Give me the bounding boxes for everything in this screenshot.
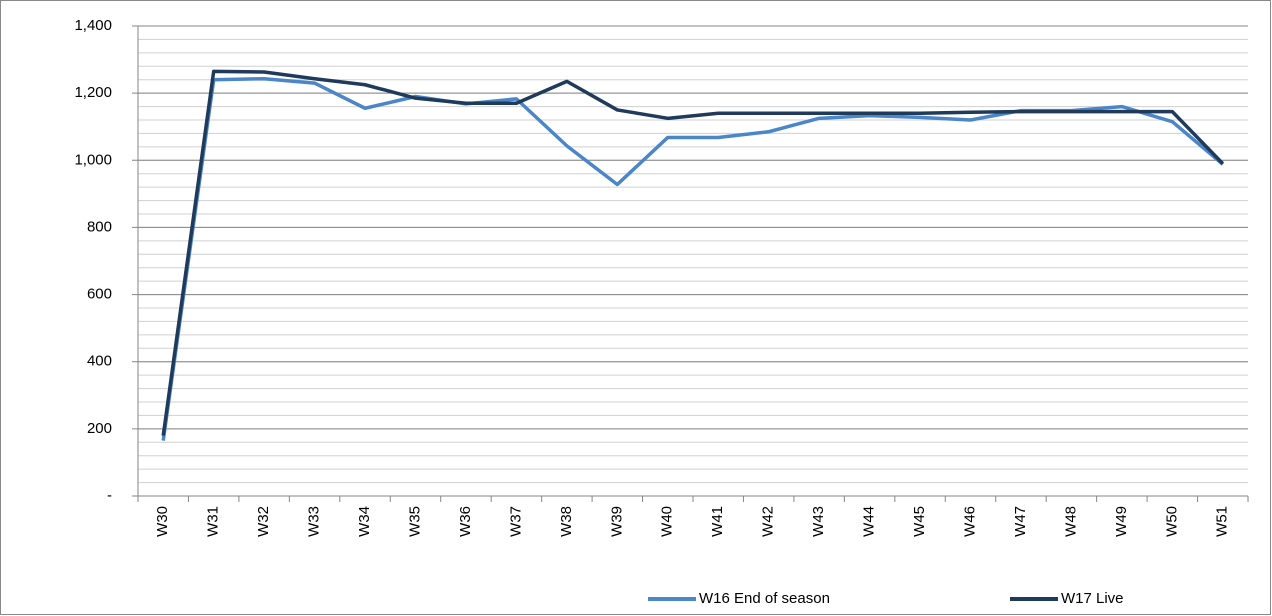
legend-label: W16 End of season [699,590,830,607]
x-tick-label: W44 [861,506,878,537]
y-tick-label: 200 [87,420,112,437]
y-tick-label: 600 [87,286,112,303]
y-tick-label: 1,000 [74,151,112,168]
x-tick-label: W32 [255,506,272,537]
legend-label: W17 Live [1061,590,1124,607]
x-tick-label: W47 [1012,506,1029,537]
x-tick-label: W50 [1163,506,1180,537]
y-tick-label: - [107,487,112,504]
y-tick-label: 1,400 [74,17,112,34]
x-tick-label: W38 [558,506,575,537]
x-tick-label: W40 [659,506,676,537]
x-tick-label: W34 [356,506,373,537]
x-tick-label: W46 [961,506,978,537]
x-tick-label: W45 [911,506,928,537]
y-tick-label: 1,200 [74,84,112,101]
series-line [161,69,1225,436]
x-tick-label: W35 [406,506,423,537]
x-tick-label: W33 [306,506,323,537]
x-tick-label: W31 [205,506,222,537]
y-tick-label: 800 [87,218,112,235]
x-tick-label: W43 [810,506,827,537]
x-tick-label: W36 [457,506,474,537]
x-tick-label: W30 [154,506,171,537]
y-tick-label: 400 [87,353,112,370]
x-tick-label: W48 [1062,506,1079,537]
x-tick-label: W41 [709,506,726,537]
x-tick-label: W37 [507,506,524,537]
x-tick-label: W51 [1214,506,1231,537]
x-tick-label: W49 [1113,506,1130,537]
x-tick-label: W42 [760,506,777,537]
x-tick-label: W39 [608,506,625,537]
